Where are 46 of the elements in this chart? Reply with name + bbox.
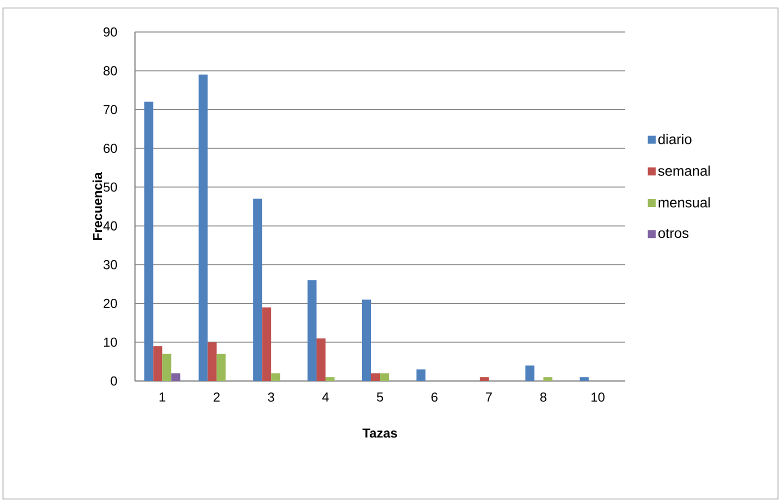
x-tick-label: 8	[540, 392, 546, 402]
x-tick-label: 6	[431, 392, 438, 402]
x-tick-label: 2	[214, 392, 220, 402]
bar	[525, 365, 534, 381]
x-tick-label: 10	[592, 392, 605, 402]
x-tick-label: 7	[486, 392, 492, 402]
legend-label: mensual	[658, 197, 710, 208]
bar	[262, 307, 272, 381]
bar	[416, 369, 426, 381]
bar	[580, 377, 589, 381]
bar	[144, 102, 154, 381]
legend-label: diario	[658, 134, 692, 144]
bar	[543, 377, 552, 381]
bar	[380, 373, 389, 381]
y-tick-label: 90	[104, 27, 117, 37]
x-tick-label: 5	[376, 392, 384, 402]
x-tick-label: 4	[322, 392, 329, 402]
bar	[198, 74, 208, 381]
bar	[371, 373, 380, 381]
bar	[253, 198, 262, 381]
legend-label: otros	[658, 228, 688, 238]
bar	[208, 342, 217, 381]
y-tick-label: 60	[104, 144, 117, 153]
bar	[271, 373, 280, 381]
y-axis-title: Frecuencia	[92, 172, 102, 240]
bar	[362, 300, 371, 381]
bar	[480, 377, 489, 381]
x-tick-label: 1	[160, 392, 166, 402]
bar	[162, 354, 172, 381]
legend-label: semanal	[658, 166, 710, 176]
x-tick-label: 3	[268, 392, 274, 402]
bar	[153, 346, 162, 381]
y-tick-label: 80	[104, 66, 117, 76]
x-axis-title: Tazas	[362, 428, 398, 438]
y-tick-label: 30	[104, 260, 117, 270]
bar	[316, 338, 326, 381]
bar	[326, 377, 335, 381]
bar	[171, 373, 180, 381]
y-tick-label: 20	[104, 298, 117, 308]
y-tick-label: 0	[110, 376, 117, 386]
y-tick-label: 70	[104, 104, 117, 114]
y-tick-label: 40	[103, 221, 117, 230]
y-tick-label: 10	[104, 338, 117, 347]
bar	[216, 354, 226, 381]
y-tick-label: 50	[104, 182, 117, 192]
bar	[308, 280, 317, 381]
